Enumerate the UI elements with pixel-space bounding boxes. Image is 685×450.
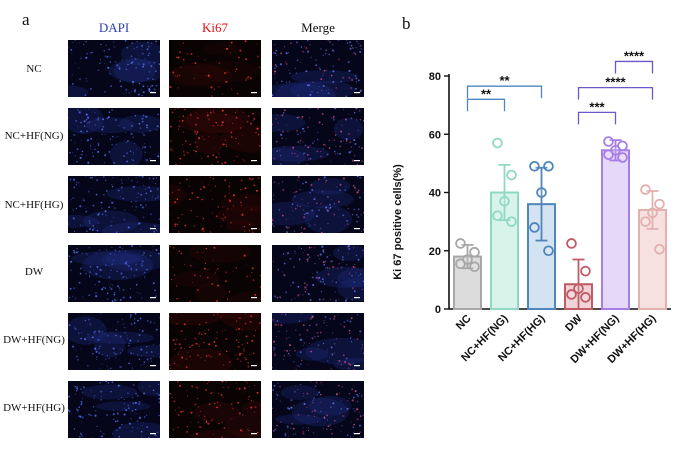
x-tick-label: NC [454, 313, 474, 333]
significance-label: **** [624, 48, 645, 63]
significance-bracket [577, 111, 617, 125]
y-tick-label: 0 [435, 304, 441, 316]
column-header-dapi: DAPI [98, 20, 130, 35]
significance-label: *** [589, 99, 605, 114]
x-tick-label: DW [563, 312, 585, 334]
data-point [455, 258, 466, 270]
tile-ki67-2 [169, 108, 261, 165]
data-point [603, 149, 614, 160]
data-point [543, 245, 554, 257]
tile-dapi-6 [68, 381, 160, 438]
tile-merge-5 [272, 313, 364, 370]
y-tick-label: 80 [429, 71, 441, 83]
data-point [647, 207, 658, 219]
column-header-merge: Merge [301, 20, 335, 35]
significance-bracket [466, 85, 543, 99]
data-point [543, 160, 554, 172]
data-point [469, 261, 480, 273]
data-point [529, 222, 540, 233]
tile-dapi-1 [68, 40, 160, 97]
tile-merge-3 [272, 176, 364, 233]
data-point [654, 198, 665, 210]
tile-dapi-2 [68, 108, 160, 165]
data-point [640, 184, 651, 195]
tile-ki67-6 [169, 381, 261, 438]
significance-label: ** [499, 73, 510, 88]
data-point [566, 289, 577, 300]
data-point [492, 210, 503, 222]
column-header-ki67: Ki67 [202, 20, 228, 35]
tile-ki67-1 [169, 40, 261, 97]
ki67-bar-chart: Ki 67 positive cells(%) 020406080NCNC+HF… [392, 48, 671, 366]
data-point [580, 265, 591, 277]
row-label-nc-hf-hg: NC+HF(HG) [4, 199, 64, 211]
tile-merge-6 [272, 381, 364, 438]
significance-label: ** [481, 86, 492, 101]
data-point [654, 243, 665, 255]
y-tick-label: 40 [429, 188, 441, 200]
row-label-nc: NC [26, 63, 42, 75]
tile-ki67-3 [169, 176, 261, 233]
data-point [566, 238, 577, 249]
data-point [603, 136, 614, 147]
data-point [617, 152, 628, 163]
row-label-dw: DW [24, 266, 44, 278]
tile-merge-1 [272, 40, 364, 97]
data-point [469, 246, 480, 258]
row-label-dw-hf-ng: DW+HF(NG) [3, 334, 65, 346]
data-point [640, 216, 651, 227]
data-point [580, 292, 591, 303]
row-label-nc-hf-ng: NC+HF(NG) [4, 130, 64, 142]
data-point [529, 160, 540, 172]
tile-dapi-3 [68, 176, 160, 233]
tile-dapi-4 [68, 245, 160, 302]
tile-ki67-5 [169, 313, 261, 370]
bar-5 [601, 149, 630, 310]
tile-dapi-5 [68, 313, 160, 370]
significance-bracket [577, 87, 654, 100]
data-point [455, 238, 466, 249]
y-tick-label: 60 [429, 129, 441, 141]
row-label-dw-hf-hg: DW+HF(HG) [3, 402, 65, 414]
data-point [573, 283, 584, 294]
significance-bracket [466, 98, 506, 112]
panel-b-letter: b [402, 14, 411, 33]
panel-a-letter: a [22, 10, 30, 29]
tile-ki67-4 [169, 245, 261, 302]
y-tick-label: 20 [429, 246, 441, 258]
data-point [506, 169, 517, 181]
y-axis-label: Ki 67 positive cells(%) [392, 164, 404, 280]
tile-merge-2 [272, 108, 364, 165]
significance-label: **** [605, 75, 626, 90]
significance-bracket [614, 60, 654, 74]
tile-merge-4 [272, 245, 364, 302]
data-point [492, 137, 503, 149]
data-point [536, 187, 547, 198]
data-point [506, 216, 517, 227]
data-point [499, 195, 510, 207]
